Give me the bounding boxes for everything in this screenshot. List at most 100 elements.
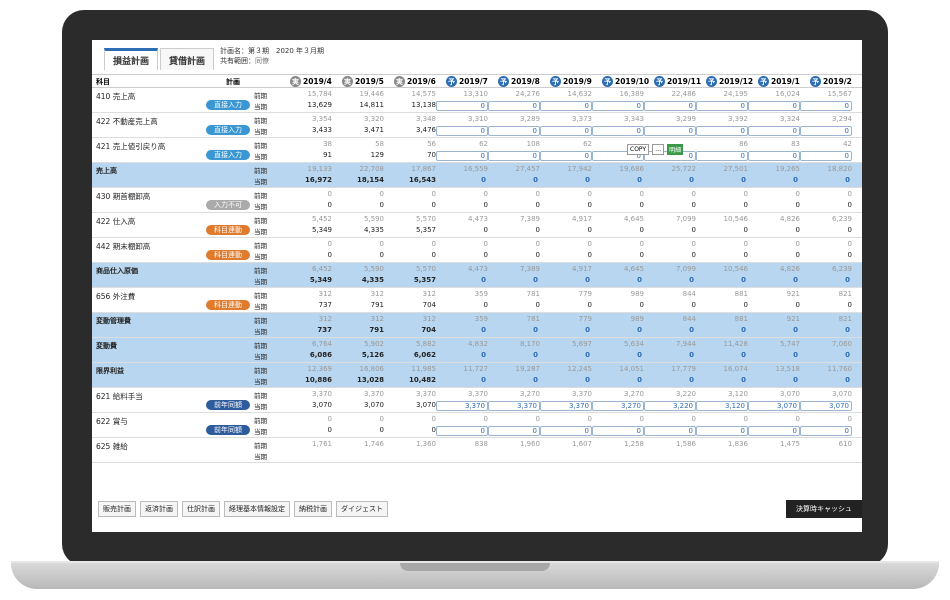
input-mode-badge[interactable]: 科目連動 [206, 300, 250, 310]
value-input[interactable]: 0 [793, 326, 798, 334]
value-input[interactable]: 0 [540, 101, 592, 111]
bottom-nav-button[interactable]: 納税計画 [294, 501, 332, 517]
bottom-nav-button[interactable]: 販売計画 [98, 501, 136, 517]
bottom-nav-button[interactable]: 返済計画 [140, 501, 178, 517]
value-input[interactable]: 0 [748, 126, 800, 136]
value-input[interactable]: 0 [481, 351, 486, 359]
bottom-nav-button[interactable]: 仕訳計画 [182, 501, 220, 517]
value-input[interactable]: 3,370 [540, 401, 592, 411]
value-input[interactable]: 0 [696, 151, 748, 161]
value-input[interactable]: 0 [845, 276, 850, 284]
input-mode-badge[interactable]: 直接入力 [206, 125, 250, 135]
value-input[interactable]: 0 [793, 276, 798, 284]
copy-icon[interactable]: COPY [627, 144, 650, 155]
value-input[interactable]: 0 [793, 351, 798, 359]
value-input[interactable]: 0 [436, 126, 488, 136]
input-mode-badge[interactable]: 科目連動 [206, 225, 250, 235]
value-input[interactable]: 0 [488, 426, 540, 436]
value-input[interactable]: 0 [488, 101, 540, 111]
value-input[interactable]: 0 [800, 101, 852, 111]
cash-button[interactable]: 決算時キャッシュ [786, 500, 862, 518]
detail-button[interactable]: 明細 [667, 144, 684, 155]
value-input[interactable]: 3,270 [592, 401, 644, 411]
value-input[interactable]: 0 [644, 101, 696, 111]
value-input[interactable]: 0 [748, 426, 800, 436]
value-input[interactable]: 0 [637, 276, 642, 284]
input-mode-badge[interactable]: 前年同額 [206, 400, 250, 410]
value-input[interactable]: 0 [481, 326, 486, 334]
value-input[interactable]: 0 [696, 101, 748, 111]
value-input[interactable]: 0 [592, 426, 644, 436]
tab-pl[interactable]: 損益計画 [104, 48, 159, 70]
value-input[interactable]: 3,370 [436, 401, 488, 411]
tab-bs[interactable]: 貸借計画 [160, 48, 215, 70]
value-input[interactable]: 0 [540, 151, 592, 161]
value-input[interactable]: 0 [585, 376, 590, 384]
value-input[interactable]: 0 [741, 326, 746, 334]
value-input[interactable]: 0 [436, 426, 488, 436]
value-input[interactable]: 0 [592, 151, 644, 161]
value-input[interactable]: 3,220 [644, 401, 696, 411]
value-input[interactable]: 0 [800, 151, 852, 161]
value-input[interactable]: 0 [540, 126, 592, 136]
value-input[interactable]: 0 [741, 351, 746, 359]
input-mode-badge[interactable]: 直接入力 [206, 150, 250, 160]
value-input[interactable]: 0 [696, 126, 748, 136]
input-mode-badge[interactable]: 科目連動 [206, 250, 250, 260]
value-input[interactable]: 0 [436, 101, 488, 111]
value-input[interactable]: 0 [793, 176, 798, 184]
value-input[interactable]: 0 [637, 176, 642, 184]
value-input[interactable]: 0 [696, 426, 748, 436]
value-input[interactable]: 3,070 [748, 401, 800, 411]
value-input[interactable]: 0 [481, 276, 486, 284]
value-input[interactable]: 0 [748, 101, 800, 111]
value-input[interactable]: 0 [533, 276, 538, 284]
value-input[interactable]: 0 [644, 126, 696, 136]
input-mode-badge[interactable]: 直接入力 [206, 100, 250, 110]
value-input[interactable]: 0 [845, 376, 850, 384]
value-input[interactable]: 0 [845, 351, 850, 359]
value-input[interactable]: 3,120 [696, 401, 748, 411]
input-mode-badge[interactable]: 入力不可 [206, 200, 250, 210]
value-input[interactable]: 0 [533, 176, 538, 184]
value-input[interactable]: 0 [689, 326, 694, 334]
value-input[interactable]: 0 [800, 126, 852, 136]
value-input[interactable]: 0 [585, 351, 590, 359]
value-input[interactable]: 0 [689, 176, 694, 184]
value-input[interactable]: 0 [637, 326, 642, 334]
value-input[interactable]: 0 [845, 176, 850, 184]
value-input[interactable]: 0 [436, 151, 488, 161]
value-input[interactable]: 0 [481, 176, 486, 184]
value-input[interactable]: 0 [644, 426, 696, 436]
value-input[interactable]: 0 [592, 126, 644, 136]
value-input[interactable]: 0 [637, 351, 642, 359]
value-input[interactable]: 0 [488, 151, 540, 161]
value-input[interactable]: 0 [748, 151, 800, 161]
value-input[interactable]: 0 [585, 326, 590, 334]
value-input[interactable]: 0 [585, 276, 590, 284]
value-input[interactable]: 0 [689, 276, 694, 284]
value-input[interactable]: 0 [741, 176, 746, 184]
value-input[interactable]: 0 [592, 101, 644, 111]
value-input[interactable]: 0 [845, 326, 850, 334]
value-input[interactable]: 3,370 [488, 401, 540, 411]
comment-icon[interactable]: … [652, 144, 665, 155]
value-input[interactable]: 0 [533, 351, 538, 359]
value-input[interactable]: 0 [533, 326, 538, 334]
value-input[interactable]: 0 [637, 376, 642, 384]
bottom-nav-button[interactable]: 経理基本情報設定 [224, 501, 290, 517]
value-input[interactable]: 0 [793, 376, 798, 384]
value-input[interactable]: 0 [533, 376, 538, 384]
value-input[interactable]: 0 [689, 351, 694, 359]
value-input[interactable]: 0 [800, 426, 852, 436]
value-input[interactable]: 0 [585, 176, 590, 184]
value-input[interactable]: 0 [540, 426, 592, 436]
value-input[interactable]: 0 [741, 276, 746, 284]
value-input[interactable]: 0 [481, 376, 486, 384]
value-input[interactable]: 0 [689, 376, 694, 384]
value-input[interactable]: 3,070 [800, 401, 852, 411]
value-input[interactable]: 0 [741, 376, 746, 384]
value-input[interactable]: 0 [488, 126, 540, 136]
input-mode-badge[interactable]: 前年同額 [206, 425, 250, 435]
bottom-nav-button[interactable]: ダイジェスト [336, 501, 388, 517]
